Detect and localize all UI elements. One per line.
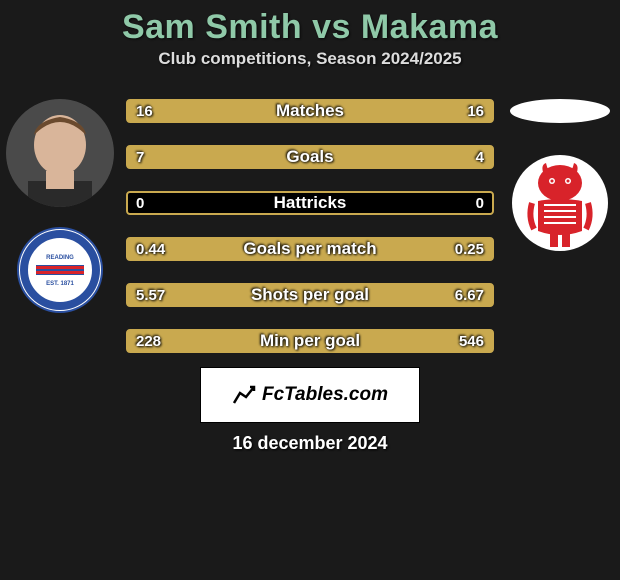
avatar-icon	[6, 99, 114, 207]
stat-label: Shots per goal	[251, 285, 369, 305]
left-player-avatar	[6, 99, 114, 207]
right-side-column	[500, 99, 620, 263]
stat-bar: Goals per match 0.44 0.25	[126, 237, 494, 261]
right-club-logo	[510, 143, 610, 263]
stat-bar: Goals 7 4	[126, 145, 494, 169]
stat-value-left: 0.44	[136, 241, 165, 258]
brand-text: FcTables.com	[262, 384, 388, 406]
stat-label: Goals per match	[243, 239, 376, 259]
svg-text:READING: READING	[46, 255, 74, 261]
stat-value-left: 7	[136, 149, 144, 166]
page-subtitle: Club competitions, Season 2024/2025	[158, 49, 461, 69]
stat-label: Matches	[276, 101, 344, 121]
stat-value-left: 16	[136, 103, 153, 120]
stat-value-right: 6.67	[455, 287, 484, 304]
right-player-avatar	[510, 99, 610, 123]
stat-value-right: 546	[459, 333, 484, 350]
lincoln-city-icon	[510, 143, 610, 263]
stat-value-right: 4	[476, 149, 484, 166]
stat-bar: Matches 16 16	[126, 99, 494, 123]
stat-value-right: 0	[476, 195, 484, 212]
page-title: Sam Smith vs Makama	[122, 8, 498, 47]
stat-bar: Shots per goal 5.57 6.67	[126, 283, 494, 307]
left-side-column: READING EST. 1871	[0, 99, 120, 313]
chart-icon	[232, 383, 256, 407]
stat-value-right: 0.25	[455, 241, 484, 258]
date-text: 16 december 2024	[232, 433, 387, 454]
left-club-logo: READING EST. 1871	[17, 227, 103, 313]
stat-label: Goals	[286, 147, 333, 167]
svg-text:EST. 1871: EST. 1871	[46, 281, 74, 287]
brand-box[interactable]: FcTables.com	[200, 367, 420, 423]
bar-fill-right	[361, 147, 492, 167]
reading-club-icon: READING EST. 1871	[17, 227, 103, 313]
stat-value-left: 228	[136, 333, 161, 350]
stat-bar: Hattricks 0 0	[126, 191, 494, 215]
stat-value-right: 16	[467, 103, 484, 120]
stat-label: Hattricks	[274, 193, 347, 213]
main-row: READING EST. 1871 Matches 16 16 Goals 7 4 Hatt…	[0, 99, 620, 353]
stat-value-left: 0	[136, 195, 144, 212]
stat-label: Min per goal	[260, 331, 360, 351]
stat-bar: Min per goal 228 546	[126, 329, 494, 353]
comparison-infographic: Sam Smith vs Makama Club competitions, S…	[0, 0, 620, 580]
stats-column: Matches 16 16 Goals 7 4 Hattricks 0 0 Goals per m…	[120, 99, 500, 353]
stat-value-left: 5.57	[136, 287, 165, 304]
